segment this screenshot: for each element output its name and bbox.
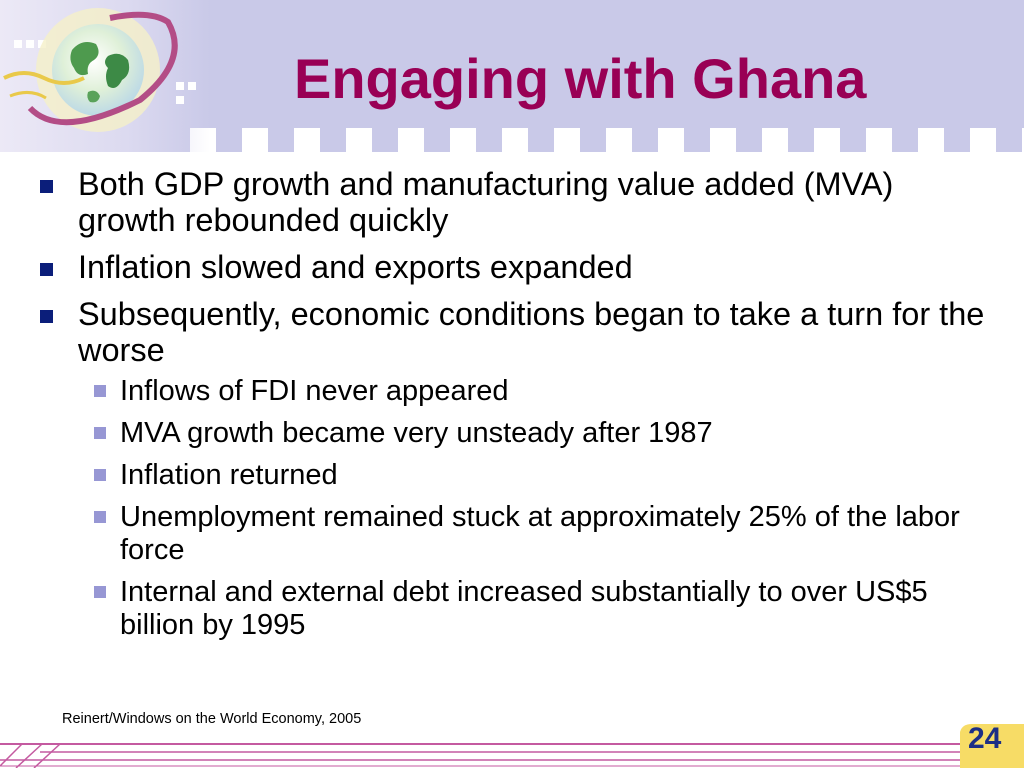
small-square-bullet-icon [94,511,106,523]
globe-icon [3,8,196,132]
bullet-item: Inflation slowed and exports expanded [38,249,998,285]
slide-body: Both GDP growth and manufacturing value … [38,166,998,651]
sub-bullet-item: Inflows of FDI never appeared [78,375,998,408]
bullet-text: Inflation slowed and exports expanded [78,249,633,285]
square-bullet-icon [40,180,53,193]
sub-bullet-text: Inflows of FDI never appeared [120,375,509,407]
small-square-bullet-icon [94,586,106,598]
footer-decoration [0,724,1024,768]
small-square-bullet-icon [94,427,106,439]
sub-bullet-item: MVA growth became very unsteady after 19… [78,417,998,450]
sub-bullet-text: Inflation returned [120,459,338,491]
square-bullet-icon [40,263,53,276]
header-checker-strip [190,128,1024,152]
sub-bullet-text: Internal and external debt increased sub… [120,576,928,641]
square-bullet-icon [40,310,53,323]
sub-bullet-text: MVA growth became very unsteady after 19… [120,417,713,449]
sub-bullet-item: Internal and external debt increased sub… [78,576,998,642]
sub-bullet-item: Inflation returned [78,459,998,492]
page-number: 24 [968,722,1002,755]
small-square-bullet-icon [94,385,106,397]
bullet-item: Subsequently, economic conditions began … [38,296,998,368]
bullet-item: Both GDP growth and manufacturing value … [38,166,998,238]
sub-bullet-block: Inflows of FDI never appeared MVA growth… [78,375,998,642]
small-square-bullet-icon [94,469,106,481]
bullet-text: Both GDP growth and manufacturing value … [78,166,894,238]
slide-title: Engaging with Ghana [294,47,867,110]
bullet-list: Both GDP growth and manufacturing value … [38,166,998,368]
sub-bullet-list: Inflows of FDI never appeared MVA growth… [78,375,998,642]
page-number-badge [960,724,1024,768]
sub-bullet-text: Unemployment remained stuck at approxima… [120,501,960,566]
sub-bullet-item: Unemployment remained stuck at approxima… [78,501,998,567]
bullet-text: Subsequently, economic conditions began … [78,296,985,368]
source-citation: Reinert/Windows on the World Economy, 20… [62,711,362,727]
